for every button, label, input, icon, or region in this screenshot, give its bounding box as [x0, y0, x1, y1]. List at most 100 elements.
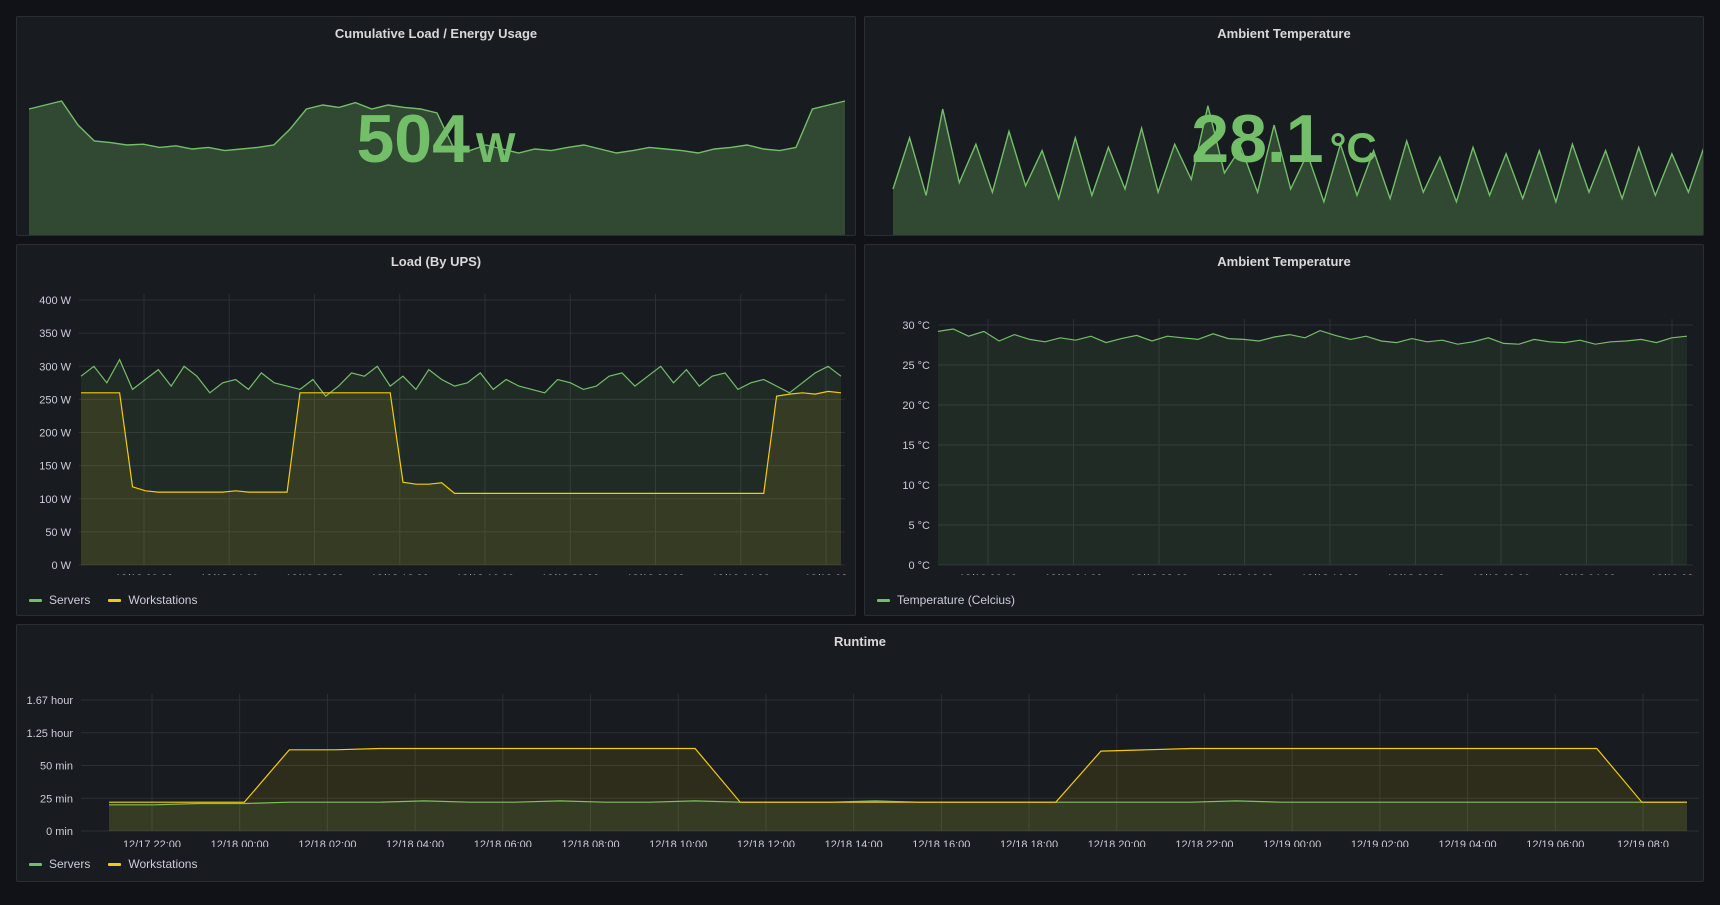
x-tick-label: 12/18 16:00	[1301, 573, 1359, 575]
x-tick-label: 12/18 08:00	[285, 573, 343, 575]
panel-title[interactable]: Load (By UPS)	[390, 254, 482, 269]
y-tick-label: 1.67 hour	[27, 695, 74, 707]
x-tick-label: 12/18 20:00	[541, 573, 599, 575]
x-tick-label: 12/19 04:00	[1439, 839, 1497, 847]
temperature-sparkline	[892, 105, 1703, 235]
ambient-temperature-panel[interactable]: Ambient Temperature 0 °C 5 °C 10 °C 15 °C 20…	[864, 244, 1704, 616]
series-servers-line	[80, 358, 842, 397]
sparkline-line	[28, 100, 846, 154]
x-tick-label: 12/18 10:00	[649, 839, 707, 847]
x-tick-label: 12/18 02:00	[298, 839, 356, 847]
x-tick-label: 12/19 04:00	[1557, 573, 1615, 575]
y-tick-label: 20 °C	[902, 400, 930, 412]
legend-swatch	[29, 862, 42, 866]
y-tick-label: 150 W	[39, 461, 71, 473]
y-tick-label: 250 W	[39, 394, 71, 406]
y-tick-label: 400 W	[39, 295, 71, 307]
panel-title[interactable]: Runtime	[834, 634, 886, 649]
panel-title[interactable]: Ambient Temperature	[1217, 26, 1351, 41]
y-tick-label: 200 W	[39, 428, 71, 440]
y-tick-label: 1.25 hour	[27, 728, 74, 740]
y-tick-label: 50 min	[40, 761, 73, 773]
sparkline-line	[892, 105, 1703, 205]
legend-item-workstations[interactable]: Workstations	[108, 857, 197, 871]
stat-panel-load[interactable]: Cumulative Load / Energy Usage 504 W	[16, 16, 856, 236]
y-tick-label: 30 °C	[902, 320, 930, 332]
y-tick-label: 0 min	[46, 826, 73, 838]
y-tick-label: 5 °C	[908, 520, 930, 532]
x-tick-label: 12/18 04:00	[200, 573, 258, 575]
x-tick-label: 12/18 20:00	[1088, 839, 1146, 847]
stat-panel-temperature[interactable]: Ambient Temperature 28.1 °C	[864, 16, 1704, 236]
x-tick-label: 12/18 06:00	[474, 839, 532, 847]
legend-item-servers[interactable]: Servers	[29, 857, 90, 871]
x-tick-label: 12/17 22:00	[123, 839, 181, 847]
temperature-chart[interactable]: 0 °C 5 °C 10 °C 15 °C 20 °C 25 °C 30 °C 12/18 0…	[865, 245, 1704, 575]
x-tick-label: 12/18 22:00	[1175, 839, 1233, 847]
series-servers-line	[109, 800, 1687, 806]
x-tick-label: 12/19 00:00	[626, 573, 684, 575]
legend-item-temperature[interactable]: Temperature (Celcius)	[877, 593, 1015, 607]
panel-title[interactable]: Cumulative Load / Energy Usage	[334, 26, 538, 41]
y-tick-label: 25 °C	[902, 360, 930, 372]
legend: Servers Workstations	[29, 857, 197, 871]
legend: Servers Workstations	[29, 593, 197, 607]
x-tick-label: 12/19 08	[1651, 573, 1694, 575]
x-tick-label: 12/19 00:00	[1472, 573, 1530, 575]
series-workstations-area	[109, 748, 1687, 831]
legend-label: Servers	[49, 857, 91, 871]
x-tick-label: 12/18 00:00	[211, 839, 269, 847]
x-tick-label: 12/18 16:00	[912, 839, 970, 847]
series-servers-area	[109, 800, 1687, 831]
y-tick-label: 50 W	[45, 527, 71, 539]
legend-label: Servers	[49, 593, 91, 607]
y-tick-label: 0 °C	[908, 560, 930, 572]
y-tick-label: 300 W	[39, 361, 71, 373]
x-tick-label: 12/19 04:00	[712, 573, 770, 575]
y-tick-label: 100 W	[39, 494, 71, 506]
x-tick-label: 12/19 00:00	[1263, 839, 1321, 847]
legend-item-servers[interactable]: Servers	[29, 593, 90, 607]
series-workstations-area	[81, 391, 841, 565]
panel-title[interactable]: Ambient Temperature	[1217, 254, 1351, 269]
x-tick-label: 12/18 00:00	[959, 573, 1017, 575]
load-sparkline	[28, 100, 846, 235]
x-tick-label: 12/18 12:00	[1215, 573, 1273, 575]
legend: Temperature (Celcius)	[877, 593, 1015, 607]
legend-swatch	[108, 598, 122, 602]
series-servers-area	[81, 359, 841, 565]
x-tick-label: 12/19 06:00	[1526, 839, 1584, 847]
x-tick-label: 12/19 08:0	[1617, 839, 1669, 847]
x-tick-label: 12/18 12:00	[371, 573, 429, 575]
sparkline-area	[29, 101, 845, 235]
x-tick-label: 12/18 04:00	[1044, 573, 1102, 575]
series-workstations-line	[109, 747, 1687, 803]
legend-label: Workstations	[128, 857, 198, 871]
legend-swatch	[29, 598, 42, 602]
x-tick-label: 12/18 18:00	[1000, 839, 1058, 847]
y-tick-label: 0 W	[51, 560, 71, 572]
y-tick-label: 25 min	[40, 793, 73, 805]
y-tick-label: 15 °C	[902, 440, 930, 452]
x-tick-label: 12/18 00:00	[115, 573, 173, 575]
x-tick-label: 12/18 08:00	[1130, 573, 1188, 575]
legend-label: Workstations	[128, 593, 198, 607]
load-by-ups-panel[interactable]: Load (By UPS) 0 W 50 W 100 W 150 W 200 W 250 …	[16, 244, 856, 616]
series-temperature-celcius--line	[937, 328, 1688, 345]
legend-label: Temperature (Celcius)	[897, 593, 1016, 607]
legend-item-workstations[interactable]: Workstations	[108, 593, 197, 607]
y-tick-label: 350 W	[39, 328, 71, 340]
y-tick-label: 10 °C	[902, 480, 930, 492]
series-temperature-celcius--area	[938, 329, 1687, 565]
x-tick-label: 12/19 08	[805, 573, 848, 575]
x-tick-label: 12/18 16:00	[456, 573, 514, 575]
load-chart[interactable]: 0 W 50 W 100 W 150 W 200 W 250 W 300 W 350 W 400…	[17, 245, 856, 575]
legend-swatch	[108, 862, 122, 866]
runtime-chart[interactable]: 0 min 25 min 50 min 1.25 hour 1.67 hour 12/17…	[17, 625, 1704, 847]
runtime-panel[interactable]: Runtime 0 min 25 min 50 min 1.25 hour 1.67 h…	[16, 624, 1704, 882]
x-tick-label: 12/18 04:00	[386, 839, 444, 847]
sparkline-area	[893, 105, 1703, 235]
legend-swatch	[877, 598, 890, 602]
x-tick-label: 12/18 20:00	[1386, 573, 1444, 575]
x-tick-label: 12/18 08:00	[561, 839, 619, 847]
